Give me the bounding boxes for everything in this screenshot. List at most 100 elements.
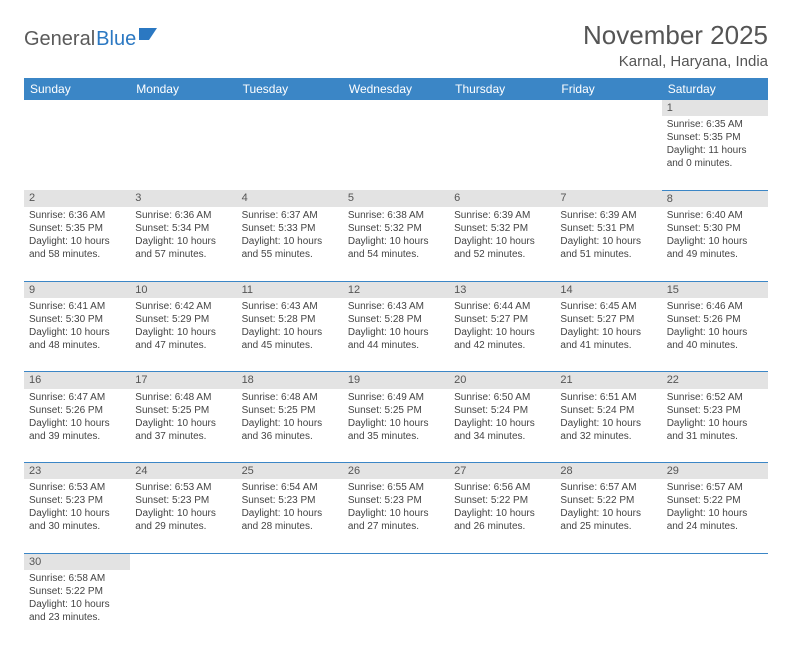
- day-detail-cell: Sunrise: 6:40 AMSunset: 5:30 PMDaylight:…: [662, 207, 768, 281]
- day-detail-cell: Sunrise: 6:37 AMSunset: 5:33 PMDaylight:…: [237, 207, 343, 281]
- daylight-text: Daylight: 10 hours and 49 minutes.: [667, 235, 763, 261]
- day-number-cell: 21: [555, 372, 661, 389]
- daylight-text: Daylight: 10 hours and 40 minutes.: [667, 326, 763, 352]
- day-detail-cell: Sunrise: 6:51 AMSunset: 5:24 PMDaylight:…: [555, 389, 661, 463]
- day-detail-cell: Sunrise: 6:41 AMSunset: 5:30 PMDaylight:…: [24, 298, 130, 372]
- day-detail-cell: Sunrise: 6:53 AMSunset: 5:23 PMDaylight:…: [24, 479, 130, 553]
- day-number-cell: 23: [24, 463, 130, 480]
- day-detail-cell: [343, 116, 449, 190]
- daylight-text: Daylight: 10 hours and 48 minutes.: [29, 326, 125, 352]
- sunrise-text: Sunrise: 6:39 AM: [560, 209, 656, 222]
- calendar-page: GeneralBlue November 2025 Karnal, Haryan…: [0, 0, 792, 664]
- sunset-text: Sunset: 5:33 PM: [242, 222, 338, 235]
- daylight-text: Daylight: 10 hours and 55 minutes.: [242, 235, 338, 261]
- day-number-cell: [343, 553, 449, 570]
- daylight-text: Daylight: 10 hours and 36 minutes.: [242, 417, 338, 443]
- sunset-text: Sunset: 5:23 PM: [348, 494, 444, 507]
- daylight-text: Daylight: 10 hours and 25 minutes.: [560, 507, 656, 533]
- week-row: Sunrise: 6:58 AMSunset: 5:22 PMDaylight:…: [24, 570, 768, 644]
- day-number-cell: 8: [662, 190, 768, 207]
- day-number-cell: [24, 100, 130, 116]
- sunrise-text: Sunrise: 6:57 AM: [667, 481, 763, 494]
- day-detail-cell: [237, 570, 343, 644]
- sunset-text: Sunset: 5:22 PM: [560, 494, 656, 507]
- daylight-text: Daylight: 10 hours and 26 minutes.: [454, 507, 550, 533]
- sunrise-text: Sunrise: 6:57 AM: [560, 481, 656, 494]
- daylight-text: Daylight: 10 hours and 57 minutes.: [135, 235, 231, 261]
- sunset-text: Sunset: 5:32 PM: [348, 222, 444, 235]
- week-row: Sunrise: 6:36 AMSunset: 5:35 PMDaylight:…: [24, 207, 768, 281]
- logo-flag-icon: [139, 26, 159, 42]
- daylight-text: Daylight: 10 hours and 37 minutes.: [135, 417, 231, 443]
- day-detail-cell: [130, 570, 236, 644]
- day-header: Wednesday: [343, 78, 449, 100]
- day-detail-cell: [130, 116, 236, 190]
- day-detail-cell: Sunrise: 6:38 AMSunset: 5:32 PMDaylight:…: [343, 207, 449, 281]
- sunrise-text: Sunrise: 6:55 AM: [348, 481, 444, 494]
- sunrise-text: Sunrise: 6:49 AM: [348, 391, 444, 404]
- day-number-cell: [237, 553, 343, 570]
- location-text: Karnal, Haryana, India: [583, 53, 768, 70]
- sunrise-text: Sunrise: 6:43 AM: [348, 300, 444, 313]
- daylight-text: Daylight: 10 hours and 32 minutes.: [560, 417, 656, 443]
- day-detail-cell: Sunrise: 6:43 AMSunset: 5:28 PMDaylight:…: [343, 298, 449, 372]
- day-header: Monday: [130, 78, 236, 100]
- day-number-row: 2345678: [24, 190, 768, 207]
- day-detail-cell: Sunrise: 6:35 AMSunset: 5:35 PMDaylight:…: [662, 116, 768, 190]
- day-number-cell: 13: [449, 281, 555, 298]
- sunset-text: Sunset: 5:22 PM: [454, 494, 550, 507]
- day-number-row: 23242526272829: [24, 463, 768, 480]
- daylight-text: Daylight: 10 hours and 31 minutes.: [667, 417, 763, 443]
- sunrise-text: Sunrise: 6:50 AM: [454, 391, 550, 404]
- sunset-text: Sunset: 5:35 PM: [667, 131, 763, 144]
- sunrise-text: Sunrise: 6:37 AM: [242, 209, 338, 222]
- day-header: Tuesday: [237, 78, 343, 100]
- daylight-text: Daylight: 10 hours and 52 minutes.: [454, 235, 550, 261]
- day-header-row: Sunday Monday Tuesday Wednesday Thursday…: [24, 78, 768, 100]
- day-detail-cell: [237, 116, 343, 190]
- week-row: Sunrise: 6:47 AMSunset: 5:26 PMDaylight:…: [24, 389, 768, 463]
- day-number-cell: 15: [662, 281, 768, 298]
- day-detail-cell: Sunrise: 6:48 AMSunset: 5:25 PMDaylight:…: [237, 389, 343, 463]
- day-number-cell: [555, 100, 661, 116]
- day-number-cell: [662, 553, 768, 570]
- day-detail-cell: Sunrise: 6:47 AMSunset: 5:26 PMDaylight:…: [24, 389, 130, 463]
- sunset-text: Sunset: 5:22 PM: [667, 494, 763, 507]
- daylight-text: Daylight: 10 hours and 44 minutes.: [348, 326, 444, 352]
- day-detail-cell: Sunrise: 6:39 AMSunset: 5:31 PMDaylight:…: [555, 207, 661, 281]
- day-number-cell: [449, 100, 555, 116]
- day-header: Saturday: [662, 78, 768, 100]
- day-number-cell: 27: [449, 463, 555, 480]
- day-number-row: 9101112131415: [24, 281, 768, 298]
- sunset-text: Sunset: 5:30 PM: [29, 313, 125, 326]
- daylight-text: Daylight: 10 hours and 29 minutes.: [135, 507, 231, 533]
- day-number-row: 30: [24, 553, 768, 570]
- sunrise-text: Sunrise: 6:48 AM: [242, 391, 338, 404]
- day-detail-cell: Sunrise: 6:36 AMSunset: 5:35 PMDaylight:…: [24, 207, 130, 281]
- daylight-text: Daylight: 10 hours and 54 minutes.: [348, 235, 444, 261]
- day-detail-cell: Sunrise: 6:42 AMSunset: 5:29 PMDaylight:…: [130, 298, 236, 372]
- sunset-text: Sunset: 5:23 PM: [667, 404, 763, 417]
- sunrise-text: Sunrise: 6:53 AM: [135, 481, 231, 494]
- sunrise-text: Sunrise: 6:42 AM: [135, 300, 231, 313]
- day-detail-cell: Sunrise: 6:43 AMSunset: 5:28 PMDaylight:…: [237, 298, 343, 372]
- sunset-text: Sunset: 5:32 PM: [454, 222, 550, 235]
- sunset-text: Sunset: 5:24 PM: [454, 404, 550, 417]
- week-row: Sunrise: 6:41 AMSunset: 5:30 PMDaylight:…: [24, 298, 768, 372]
- month-title: November 2025: [583, 20, 768, 51]
- day-detail-cell: Sunrise: 6:57 AMSunset: 5:22 PMDaylight:…: [662, 479, 768, 553]
- logo: GeneralBlue: [24, 26, 159, 52]
- sunset-text: Sunset: 5:24 PM: [560, 404, 656, 417]
- sunrise-text: Sunrise: 6:47 AM: [29, 391, 125, 404]
- daylight-text: Daylight: 10 hours and 45 minutes.: [242, 326, 338, 352]
- daylight-text: Daylight: 10 hours and 35 minutes.: [348, 417, 444, 443]
- sunrise-text: Sunrise: 6:45 AM: [560, 300, 656, 313]
- day-number-cell: [449, 553, 555, 570]
- daylight-text: Daylight: 10 hours and 30 minutes.: [29, 507, 125, 533]
- day-detail-cell: Sunrise: 6:44 AMSunset: 5:27 PMDaylight:…: [449, 298, 555, 372]
- sunset-text: Sunset: 5:28 PM: [242, 313, 338, 326]
- sunset-text: Sunset: 5:22 PM: [29, 585, 125, 598]
- day-detail-cell: Sunrise: 6:55 AMSunset: 5:23 PMDaylight:…: [343, 479, 449, 553]
- day-detail-cell: Sunrise: 6:39 AMSunset: 5:32 PMDaylight:…: [449, 207, 555, 281]
- daylight-text: Daylight: 11 hours and 0 minutes.: [667, 144, 763, 170]
